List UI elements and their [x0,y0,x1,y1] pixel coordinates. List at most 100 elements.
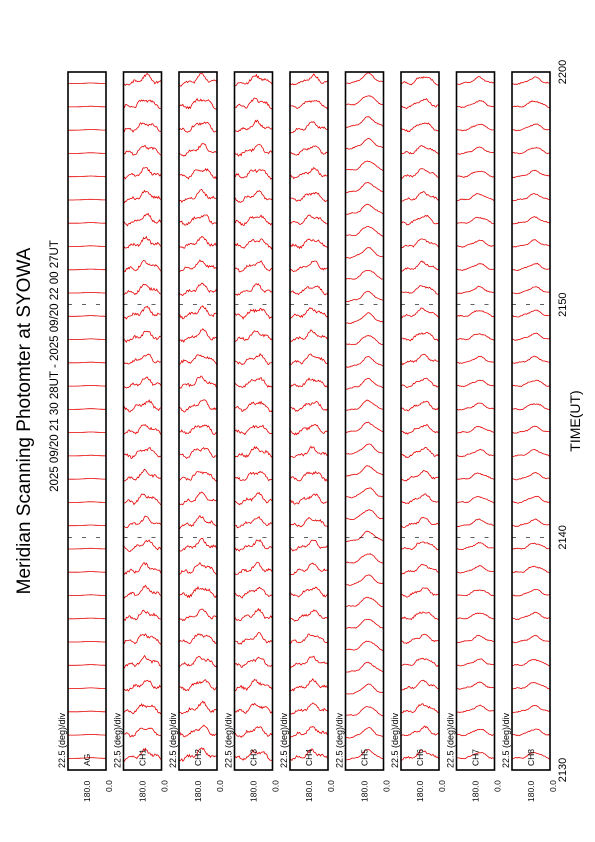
trace-line [345,355,384,368]
trace-line [68,501,106,503]
trace-line [234,119,273,133]
x-tick-label: 2150 [557,292,569,316]
trace-line [512,542,550,550]
trace-line [234,562,273,575]
trace-line [290,633,328,644]
scale-label: 22.5 (deg)/div [501,712,511,768]
trace-line [234,260,273,273]
trace-line [179,73,217,87]
trace-line [456,379,495,387]
trace-line [68,60,106,61]
trace-line [234,168,273,180]
trace-line [345,399,384,411]
trace-line [456,123,495,132]
y-tick-bottom: 0.0 [326,780,336,792]
trace-line [179,446,217,459]
trace-line [345,618,384,630]
trace-line [401,97,439,110]
trace-line [179,700,217,715]
trace-line [457,54,495,61]
trace-line [123,145,162,157]
channel-label: CH1 [138,749,148,766]
trace-line [234,143,273,157]
y-tick-bottom: 0.0 [437,780,447,792]
trace-line [512,728,550,737]
trace-line [290,52,328,63]
trace-line [68,687,106,689]
trace-line [234,678,273,692]
trace-line [290,166,328,180]
trace-line [179,305,217,320]
trace-line [179,537,217,552]
panel-traces [456,54,495,760]
trace-line [401,191,439,202]
panel-frame [455,71,496,771]
trace-line [123,584,162,599]
trace-line [345,596,384,607]
trace-line [179,167,217,180]
trace-line [456,704,495,714]
trace-line [68,524,106,527]
trace-line [456,76,495,86]
trace-line [401,400,439,412]
trace-line [401,563,439,575]
trace-line [68,408,106,410]
trace-line [234,400,273,413]
trace-line [456,216,495,224]
trace-line [345,487,384,499]
trace-line [401,679,439,691]
trace-line [68,734,106,736]
panel-traces [123,72,162,762]
trace-line [512,471,550,481]
trace-line [290,73,328,86]
trace-line [179,214,217,226]
trace-line [456,426,495,434]
trace-line [234,726,273,738]
trace-line [401,122,439,133]
trace-line [234,491,273,506]
scale-label: 22.5 (deg)/div [168,712,178,768]
trace-line [345,509,384,521]
trace-line [234,376,273,388]
channel-panel-ch5: 180.0 0.0 CH5 22.5 (deg)/div [335,51,392,802]
trace-line [290,586,328,598]
panel-traces [401,52,439,761]
trace-line [401,377,439,388]
trace-line [123,468,162,482]
trace-line [123,283,162,296]
trace-line [401,703,439,714]
trace-line [345,290,384,303]
y-tick-bottom: 0.0 [215,780,225,792]
trace-line [512,123,550,132]
trace-line [401,611,439,621]
panel-frame [178,71,218,771]
trace-line [123,493,162,506]
y-tick-bottom: 0.0 [493,780,503,792]
trace-line [68,129,106,131]
panel-traces [345,51,384,761]
panel-traces [68,60,106,759]
trace-line [401,493,439,505]
trace-line [234,632,273,645]
trace-line [179,97,217,110]
trace-line [401,517,439,528]
trace-line [346,51,384,61]
trace-line [456,472,495,480]
trace-line [234,352,273,366]
trace-line [456,263,495,271]
trace-line [401,52,439,62]
trace-line [512,193,550,202]
trace-line [234,330,273,342]
trace-line [123,99,162,110]
trace-line [234,607,273,622]
trace-line [290,702,328,715]
panel-frame [511,71,551,771]
trace-line [512,332,550,341]
trace-line [68,594,106,596]
trace-line [123,122,162,133]
trace-line [179,53,217,63]
trace-line [68,292,106,294]
channel-label: CH5 [360,749,370,766]
trace-line [290,562,328,576]
